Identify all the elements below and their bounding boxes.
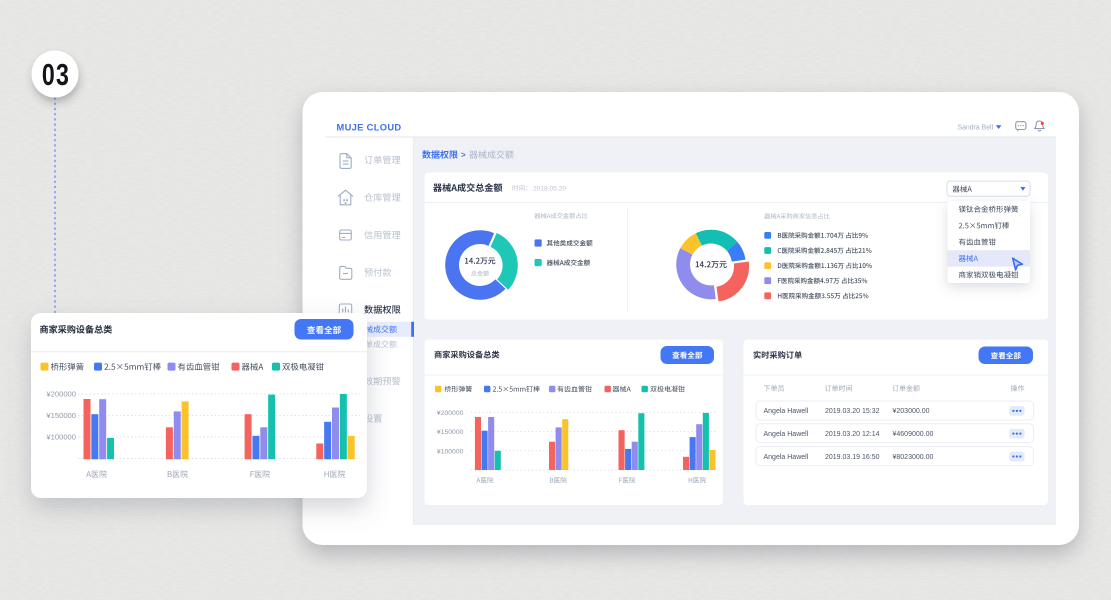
svg-text:2019.03.19 16:50: 2019.03.19 16:50 xyxy=(825,454,880,461)
svg-text:2018.05.20: 2018.05.20 xyxy=(533,185,566,192)
svg-text:¥8023000.00: ¥8023000.00 xyxy=(893,454,934,461)
svg-text:¥4609000.00: ¥4609000.00 xyxy=(893,431,934,438)
svg-text:¥150000: ¥150000 xyxy=(437,429,464,436)
svg-text:¥150000: ¥150000 xyxy=(46,411,76,420)
svg-text:Angela Hawell: Angela Hawell xyxy=(764,454,809,461)
svg-text:¥100000: ¥100000 xyxy=(437,448,464,455)
svg-text:Angela Hawell: Angela Hawell xyxy=(764,431,809,438)
svg-text:>: > xyxy=(461,151,466,160)
svg-text:¥100000: ¥100000 xyxy=(46,433,76,442)
svg-text:MUJE CLOUD: MUJE CLOUD xyxy=(337,123,402,133)
svg-text:03: 03 xyxy=(42,57,70,92)
svg-text:¥200000: ¥200000 xyxy=(437,410,464,417)
svg-text:¥200000: ¥200000 xyxy=(46,390,76,399)
svg-text:Angela Hawell: Angela Hawell xyxy=(764,408,809,415)
svg-text:2019.03.20 15:32: 2019.03.20 15:32 xyxy=(825,408,880,415)
svg-text:Sandra Bell: Sandra Bell xyxy=(958,124,994,131)
svg-text:2019.03.20 12:14: 2019.03.20 12:14 xyxy=(825,431,880,438)
svg-text:¥203000.00: ¥203000.00 xyxy=(893,408,930,415)
